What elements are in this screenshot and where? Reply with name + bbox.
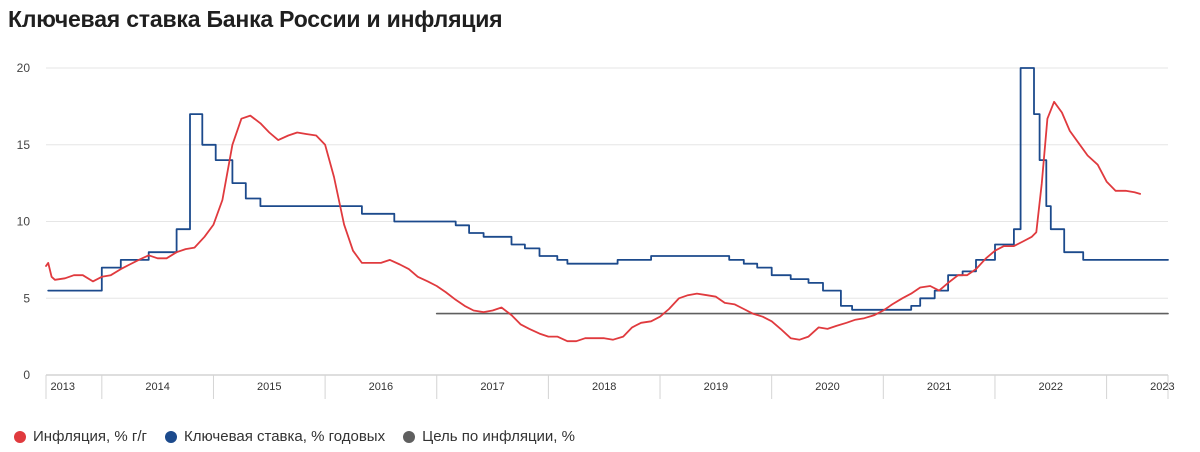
legend-label-inflation-target: Цель по инфляции, % [422, 428, 575, 445]
y-tick-label: 10 [17, 215, 31, 229]
y-tick-label: 0 [23, 368, 30, 382]
legend-label-key-rate: Ключевая ставка, % годовых [184, 428, 386, 445]
y-axis: 0 5 10 15 20 [17, 61, 31, 382]
inflation-line [45, 100, 1141, 343]
page-title: Ключевая ставка Банка России и инфляция [8, 6, 503, 32]
x-tick-label: 2022 [1039, 381, 1063, 393]
key-rate-line [47, 67, 1169, 311]
series-lines [45, 67, 1169, 343]
y-tick-label: 5 [23, 291, 30, 305]
legend: Инфляция, % г/г Ключевая ставка, % годов… [14, 428, 575, 445]
x-tick-label: 2019 [704, 381, 728, 393]
y-tick-label: 15 [17, 138, 31, 152]
chart: 0 5 10 15 20 2013 2014 2015 2016 2017 2018 2019 202… [17, 61, 1175, 399]
x-tick-label: 2013 [51, 381, 75, 393]
legend-item-inflation-target[interactable]: Цель по инфляции, % [403, 428, 575, 445]
legend-label-inflation: Инфляция, % г/г [33, 428, 147, 445]
legend-item-key-rate[interactable]: Ключевая ставка, % годовых [165, 428, 385, 445]
x-tick-label: 2014 [145, 381, 169, 393]
x-tick-label: 2020 [815, 381, 839, 393]
legend-item-inflation[interactable]: Инфляция, % г/г [14, 428, 147, 445]
legend-dot-inflation [14, 430, 26, 443]
x-tick-label: 2021 [927, 381, 951, 393]
x-axis: 2013 2014 2015 2016 2017 2018 2019 2020 2021 2022… [45, 375, 1175, 399]
y-tick-label: 20 [17, 61, 31, 75]
legend-dot-inflation-target [403, 430, 416, 443]
x-tick-label: 2018 [592, 381, 616, 393]
x-tick-label: 2023 [1150, 381, 1174, 393]
x-tick-label: 2016 [369, 381, 393, 393]
legend-dot-key-rate [165, 430, 177, 443]
x-tick-label: 2017 [480, 381, 504, 393]
x-tick-label: 2015 [257, 381, 281, 393]
